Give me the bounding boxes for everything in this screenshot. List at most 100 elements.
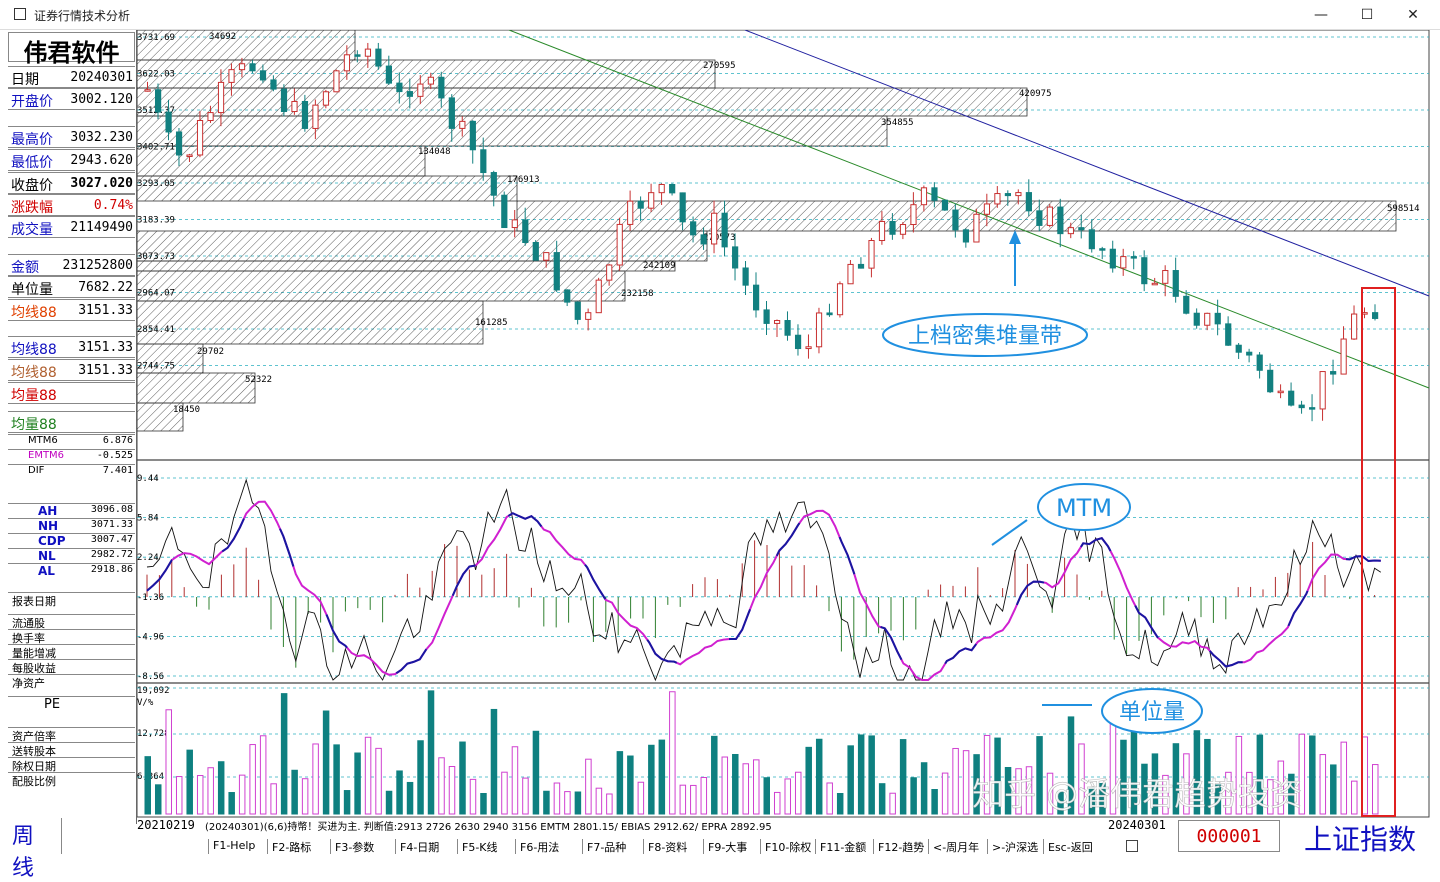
unit-callout: [1101, 688, 1203, 734]
volume-bar: [1078, 743, 1085, 815]
maximize-button[interactable]: ☐: [1360, 7, 1374, 23]
period-button[interactable]: 周 线: [0, 818, 62, 881]
volume-bar: [354, 752, 361, 815]
volume-profile-bar: [137, 145, 426, 177]
function-key[interactable]: F8-资料: [643, 839, 687, 854]
candle-body: [742, 267, 749, 286]
close-button[interactable]: ✕: [1407, 7, 1419, 23]
volume-bar: [920, 762, 928, 815]
function-key[interactable]: F4-日期: [395, 839, 439, 854]
volume-bar: [910, 777, 917, 815]
left-info-panel: 伟君软件 日期 20240301 开盘价 3002.120 最高价 3032.230 最低价…: [0, 30, 137, 824]
volume-bar: [637, 781, 645, 815]
minimize-button[interactable]: —: [1314, 7, 1328, 23]
function-key[interactable]: F2-路标: [267, 839, 311, 854]
volume-bar: [889, 792, 896, 815]
candle-body: [826, 312, 833, 316]
candle-body: [753, 284, 760, 311]
volume-bar: [826, 782, 833, 815]
fundamental-label: 资产倍率: [12, 730, 56, 743]
candle-body: [1067, 227, 1074, 235]
volume-bar: [1298, 733, 1306, 815]
candle-body: [1214, 312, 1221, 325]
volume-bar: [773, 791, 781, 815]
candle-body: [270, 79, 277, 90]
candle-body: [1309, 407, 1316, 410]
volume-bar: [962, 750, 970, 815]
candle-body: [627, 200, 634, 225]
info-row: 均量88: [8, 411, 135, 433]
app-icon: [14, 8, 26, 20]
chart-area[interactable]: 3731.693622.033512.373402.713293.053183.…: [137, 30, 1430, 818]
candle-body: [616, 223, 623, 266]
volume-bar: [406, 781, 414, 815]
band-callout: [882, 313, 1088, 357]
candle-body: [773, 320, 781, 324]
candle-body: [228, 69, 235, 83]
candle-body: [1193, 312, 1200, 326]
band-callout-text: 上档密集堆量带: [908, 324, 1062, 349]
volume-bar: [805, 746, 812, 815]
indicator-value: -0.525: [96, 450, 133, 461]
indicator-label: DIF: [28, 465, 45, 476]
function-key[interactable]: Esc-返回: [1043, 839, 1093, 854]
volume-profile-bar: [137, 372, 256, 404]
volume-bar: [1288, 773, 1295, 815]
info-value: 3151.33: [78, 340, 133, 355]
fundamental-label: 净资产: [12, 677, 45, 690]
volume-bar: [1267, 779, 1274, 815]
function-key[interactable]: F7-品种: [582, 839, 626, 854]
candle-body: [1204, 312, 1211, 326]
volume-bar: [564, 791, 571, 815]
candle-body: [154, 89, 162, 113]
function-key[interactable]: F5-K线: [457, 839, 498, 854]
candle-body: [721, 212, 728, 248]
volume-profile-bar: [137, 343, 204, 374]
function-key[interactable]: F11-金额: [815, 839, 866, 854]
candle-body: [1015, 192, 1022, 197]
highlight-box: [1361, 287, 1396, 817]
candle-body: [1099, 248, 1106, 251]
candle-body: [1004, 193, 1012, 197]
volume-bar: [322, 710, 330, 815]
function-key[interactable]: F12-趋势: [873, 839, 924, 854]
function-key[interactable]: F9-大事: [703, 839, 747, 854]
fundamental-row: 除权日期: [8, 757, 135, 773]
volume-bar: [1036, 736, 1043, 815]
volume-bar: [1172, 743, 1180, 815]
volume-bar: [1351, 780, 1358, 815]
function-key[interactable]: >-沪深选: [987, 839, 1038, 854]
info-row: 均线88 3151.33: [8, 299, 135, 321]
volume-profile-bar: [137, 230, 708, 262]
volume-bar: [836, 793, 844, 815]
volume-bar: [1193, 730, 1201, 815]
info-value: 3002.120: [70, 92, 133, 107]
function-key[interactable]: F3-参数: [330, 839, 374, 854]
function-key[interactable]: F1-Help: [208, 839, 255, 854]
candle-body: [343, 54, 351, 72]
candle-body: [396, 82, 403, 93]
info-value: 0.74%: [93, 198, 133, 213]
candle-body: [1025, 192, 1032, 212]
volume-bar: [217, 761, 225, 815]
function-key[interactable]: <-周月年: [928, 839, 979, 854]
function-key[interactable]: F10-除权: [760, 839, 811, 854]
chart-border: [137, 30, 1430, 818]
info-label: 单位量: [11, 282, 53, 298]
info-label: 均线88: [11, 342, 57, 358]
volume-bar: [983, 734, 991, 815]
candle-body: [973, 213, 980, 243]
fundamental-label: 报表日期: [12, 595, 56, 608]
function-key[interactable]: F6-用法: [515, 839, 559, 854]
window-title: 证券行情技术分析: [34, 9, 131, 23]
indicator-label: CDP: [38, 534, 66, 548]
fundamental-label: 换手率: [12, 632, 45, 645]
volume-bar: [868, 735, 875, 815]
info-value: 7682.22: [78, 280, 133, 295]
candle-body: [836, 283, 844, 316]
fundamental-row: 净资产: [8, 674, 135, 690]
indicator-row: AL 2918.86: [8, 563, 135, 578]
mtm-callout-text: MTM: [1056, 494, 1112, 522]
option-checkbox[interactable]: [1126, 840, 1138, 852]
volume-bar: [448, 766, 456, 815]
